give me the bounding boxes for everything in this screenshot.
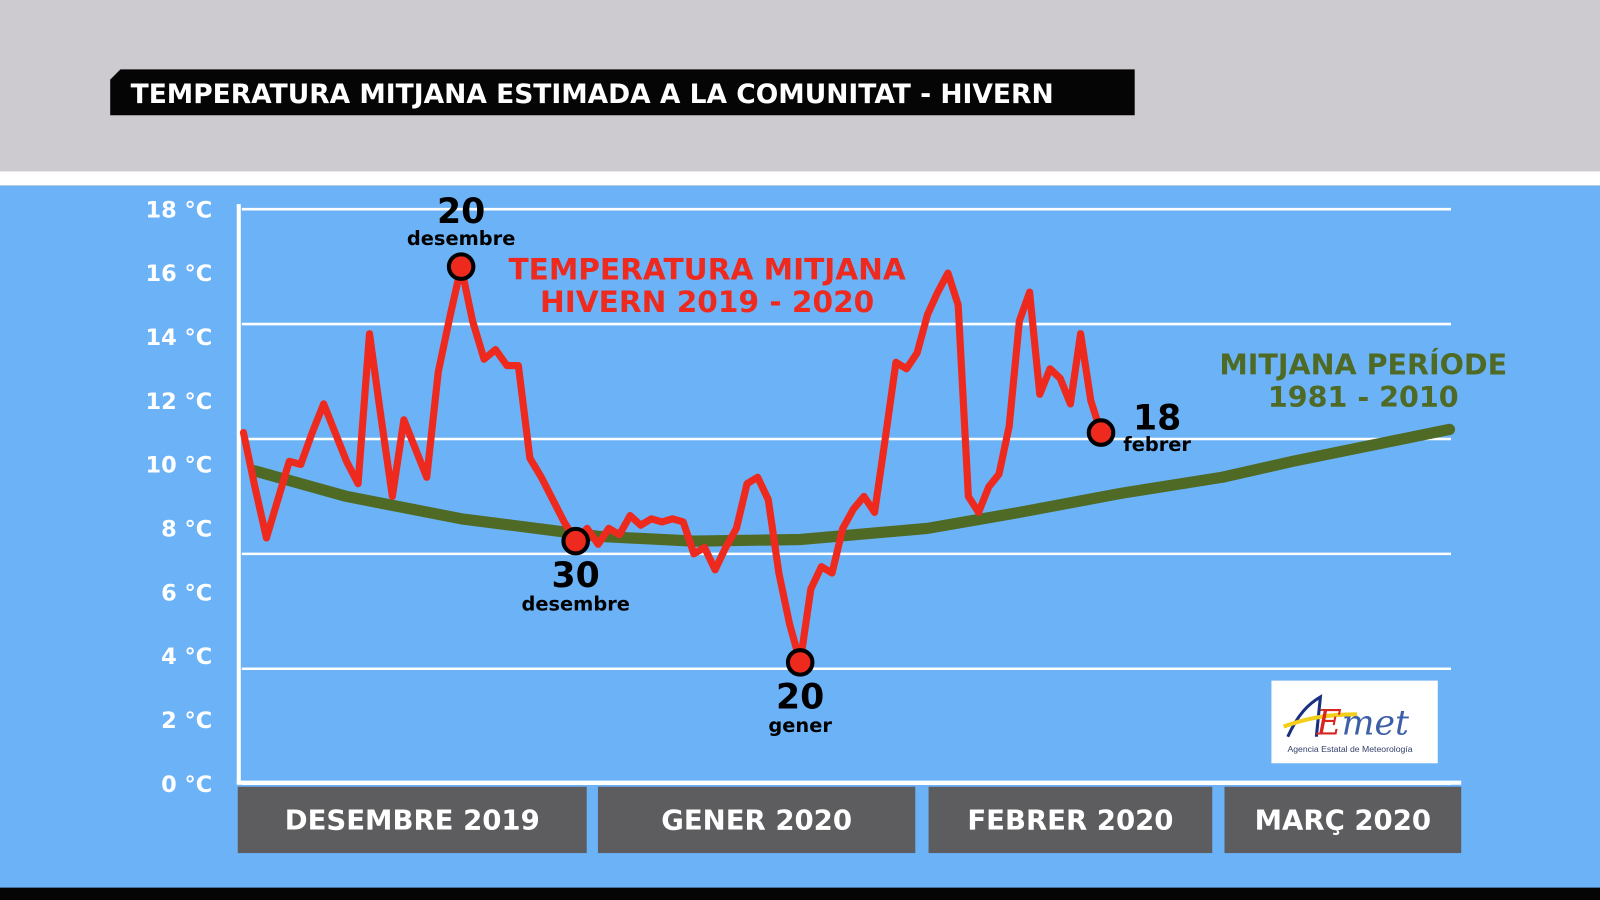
- highlight-month: desembre: [521, 592, 629, 615]
- month-label: FEBRER 2020: [967, 805, 1173, 837]
- y-tick-label: 2 °C: [161, 708, 212, 734]
- highlight-day: 20: [776, 677, 824, 717]
- month-box: [597, 786, 916, 854]
- highlight-marker: [785, 648, 815, 677]
- highlight-day: 18: [1133, 399, 1181, 439]
- y-axis-ticks: 0 °C 2 °C 4 °C 6 °C 8 °C 10 °C 12 °C 14 °C 16 °C…: [146, 197, 213, 797]
- highlight-day: 30: [552, 556, 600, 596]
- y-tick-label: 8 °C: [161, 517, 212, 543]
- page-title: TEMPERATURA MITJANA ESTIMADA A LA COMUNI…: [131, 79, 1054, 110]
- legend-current: TEMPERATURA MITJANA HIVERN 2019 - 2020: [508, 253, 905, 320]
- month-label: MARÇ 2020: [1255, 805, 1431, 837]
- y-tick-label: 0 °C: [161, 772, 212, 798]
- month-box: [928, 786, 1213, 854]
- current-series-line: [239, 263, 1105, 666]
- month-box: [237, 786, 587, 854]
- highlight-month: febrer: [1123, 433, 1191, 456]
- month-labels: DESEMBRE 2019 GENER 2020 FEBRER 2020 MARÇ 2…: [237, 786, 1462, 854]
- month-label: DESEMBRE 2019: [285, 805, 540, 837]
- legend-normal-line2: 1981 - 2010: [1268, 380, 1459, 414]
- month-label: GENER 2020: [661, 805, 852, 837]
- legend-current-line2: HIVERN 2019 - 2020: [540, 285, 874, 319]
- y-tick-label: 6 °C: [161, 580, 212, 606]
- highlight-day: 20: [437, 192, 485, 232]
- highlight-marker: [446, 252, 476, 281]
- y-tick-label: 14 °C: [146, 325, 213, 351]
- highlight-marker: [561, 526, 590, 556]
- legend-normal-line1: MITJANA PERÍODE: [1219, 347, 1507, 381]
- month-box: [1224, 786, 1462, 854]
- normal-series-line: [249, 423, 1456, 547]
- y-tick-label: 12 °C: [146, 389, 213, 415]
- y-tick-label: 10 °C: [146, 453, 213, 479]
- highlight-month: gener: [768, 714, 832, 737]
- logo-subtitle: Agencia Estatal de Meteorología: [1287, 744, 1412, 754]
- logo-text: Emet: [1315, 704, 1409, 744]
- y-tick-label: 18 °C: [146, 197, 213, 223]
- highlight-marker: [1086, 418, 1116, 447]
- highlight-month: desembre: [407, 227, 515, 250]
- white-stripe: [0, 171, 1600, 186]
- legend-current-line1: TEMPERATURA MITJANA: [508, 253, 905, 287]
- title-bar: TEMPERATURA MITJANA ESTIMADA A LA COMUNI…: [110, 69, 1135, 116]
- y-tick-label: 4 °C: [161, 644, 212, 670]
- bottom-bar: [0, 887, 1600, 900]
- y-tick-label: 16 °C: [146, 261, 213, 287]
- legend-normal: MITJANA PERÍODE 1981 - 2010: [1219, 347, 1507, 414]
- aemet-logo: Emet Agencia Estatal de Meteorología: [1271, 680, 1438, 764]
